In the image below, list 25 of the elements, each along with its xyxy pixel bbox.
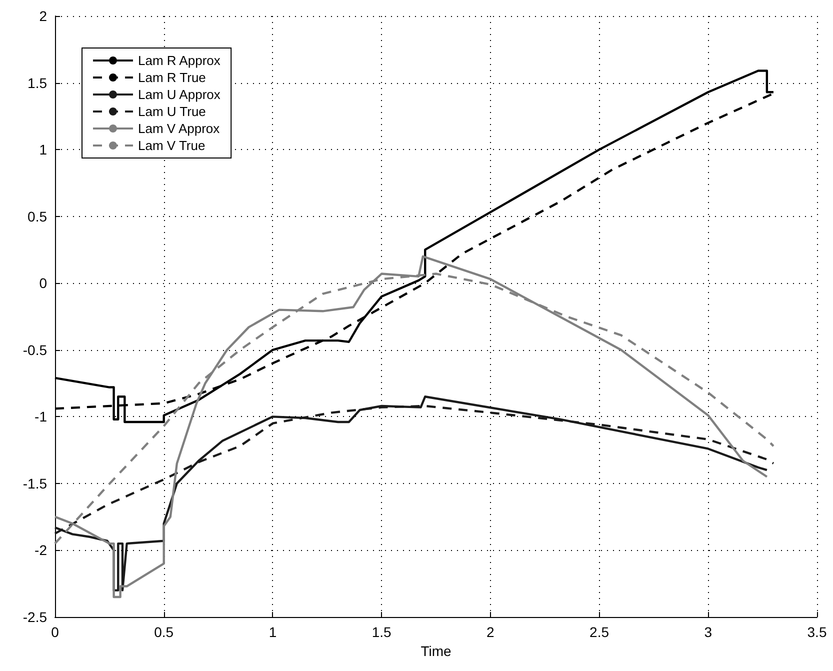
x-tick-label: 2	[486, 624, 495, 640]
legend-label: Lam U True	[138, 104, 206, 119]
legend-label: Lam U Approx	[138, 87, 221, 102]
y-tick-label: 0	[39, 275, 48, 292]
y-tick-label: -2.5	[22, 609, 48, 625]
x-tick-label: 3.5	[807, 624, 827, 640]
y-tick-label: -1.5	[22, 475, 48, 492]
y-tick-label: -0.5	[22, 342, 48, 358]
x-tick-label: 0	[51, 624, 60, 640]
y-tick-label: 1.5	[28, 74, 48, 91]
y-tick-label: 2	[39, 8, 48, 24]
legend-label: Lam V Approx	[138, 121, 220, 136]
x-tick-label: 1	[268, 624, 277, 640]
legend-label: Lam V True	[138, 138, 206, 153]
y-tick-label: -2	[34, 542, 48, 558]
x-tick-label: 0.5	[154, 624, 174, 640]
x-tick-label: 3	[704, 624, 712, 640]
x-axis-title: Time	[420, 642, 452, 659]
y-tick-label: 0.5	[28, 208, 48, 224]
x-tick-label: 1.5	[372, 624, 392, 640]
legend-label: Lam R Approx	[138, 53, 221, 68]
legend-label: Lam R True	[138, 70, 206, 85]
y-tick-label: -1	[34, 408, 48, 425]
x-tick-label: 2.5	[590, 624, 610, 640]
y-tick-label: 1	[39, 142, 48, 158]
